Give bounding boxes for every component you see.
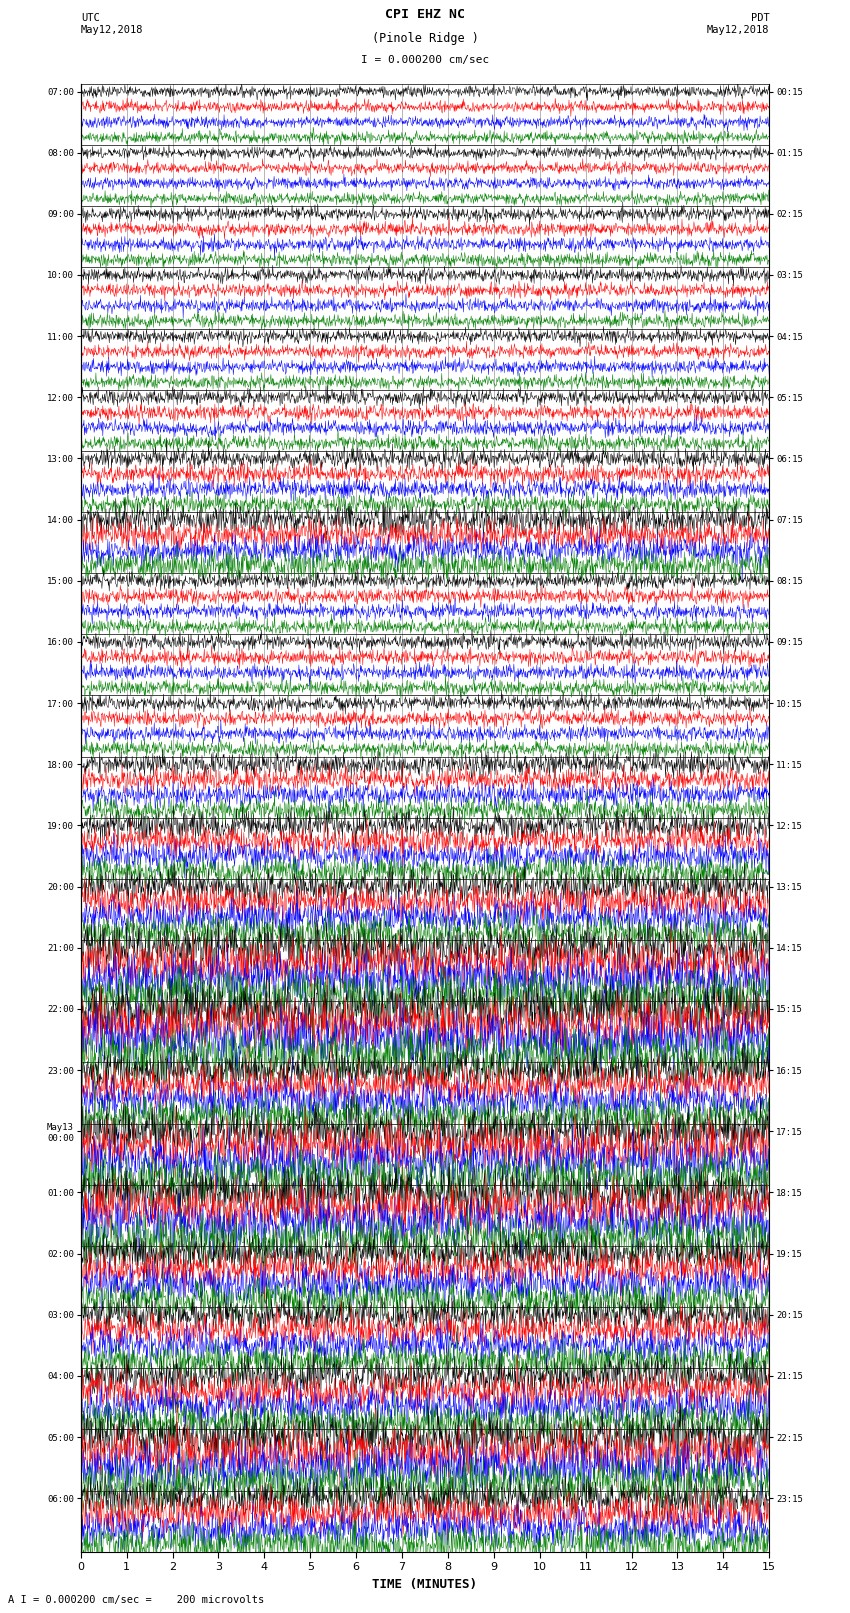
Text: A I = 0.000200 cm/sec =    200 microvolts: A I = 0.000200 cm/sec = 200 microvolts [8,1595,264,1605]
Text: CPI EHZ NC: CPI EHZ NC [385,8,465,21]
Text: (Pinole Ridge ): (Pinole Ridge ) [371,32,479,45]
Text: PDT
May12,2018: PDT May12,2018 [706,13,769,34]
Text: I = 0.000200 cm/sec: I = 0.000200 cm/sec [361,55,489,65]
X-axis label: TIME (MINUTES): TIME (MINUTES) [372,1578,478,1590]
Text: UTC
May12,2018: UTC May12,2018 [81,13,144,34]
